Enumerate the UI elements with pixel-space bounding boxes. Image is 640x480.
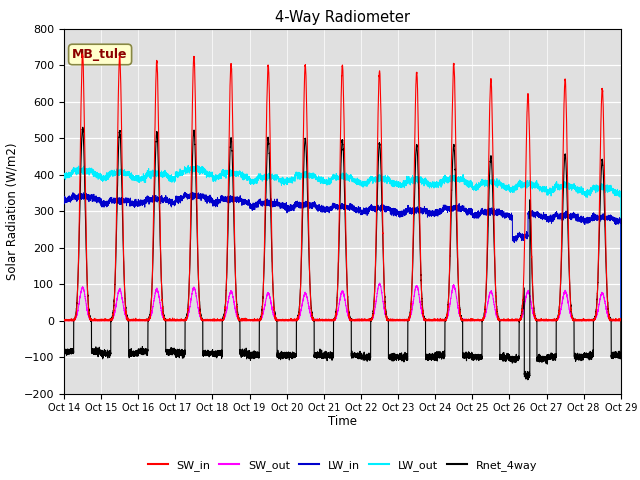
Title: 4-Way Radiometer: 4-Way Radiometer <box>275 10 410 25</box>
Text: MB_tule: MB_tule <box>72 48 128 61</box>
Legend: SW_in, SW_out, LW_in, LW_out, Rnet_4way: SW_in, SW_out, LW_in, LW_out, Rnet_4way <box>143 456 541 476</box>
Y-axis label: Solar Radiation (W/m2): Solar Radiation (W/m2) <box>5 143 18 280</box>
X-axis label: Time: Time <box>328 415 357 428</box>
